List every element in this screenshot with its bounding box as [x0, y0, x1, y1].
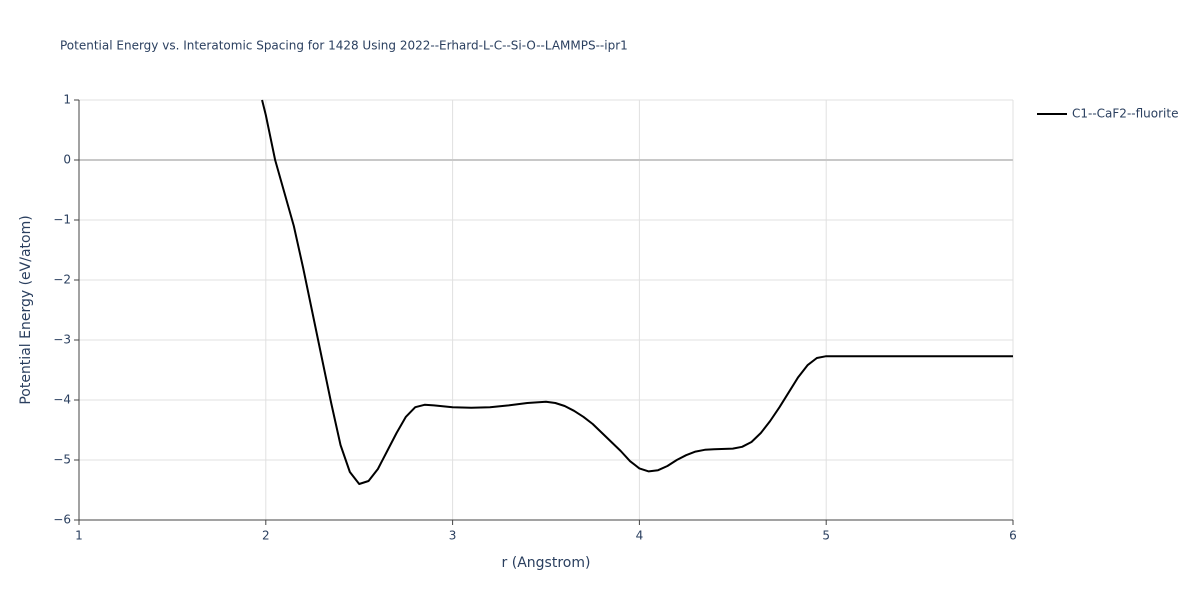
legend-label: C1--CaF2--fluorite: [1072, 107, 1178, 121]
x-tick-label: 3: [449, 529, 457, 543]
chart-title: Potential Energy vs. Interatomic Spacing…: [60, 39, 628, 53]
y-tick-label: −3: [53, 333, 71, 347]
y-axis-title: Potential Energy (eV/atom): [18, 215, 34, 404]
y-tick-label: 1: [63, 93, 71, 107]
x-axis-title: r (Angstrom): [502, 555, 591, 571]
x-tick-label: 6: [1009, 529, 1017, 543]
y-tick-label: 0: [63, 153, 71, 167]
y-tick-label: −2: [53, 273, 71, 287]
x-tick-label: 4: [636, 529, 644, 543]
x-tick-label: 5: [822, 529, 830, 543]
x-tick-label: 2: [262, 529, 270, 543]
y-tick-label: −4: [53, 393, 71, 407]
y-tick-label: −6: [53, 513, 71, 527]
y-tick-label: −1: [53, 213, 71, 227]
y-tick-label: −5: [53, 453, 71, 467]
x-tick-label: 1: [75, 529, 83, 543]
series-line: [261, 99, 1013, 485]
